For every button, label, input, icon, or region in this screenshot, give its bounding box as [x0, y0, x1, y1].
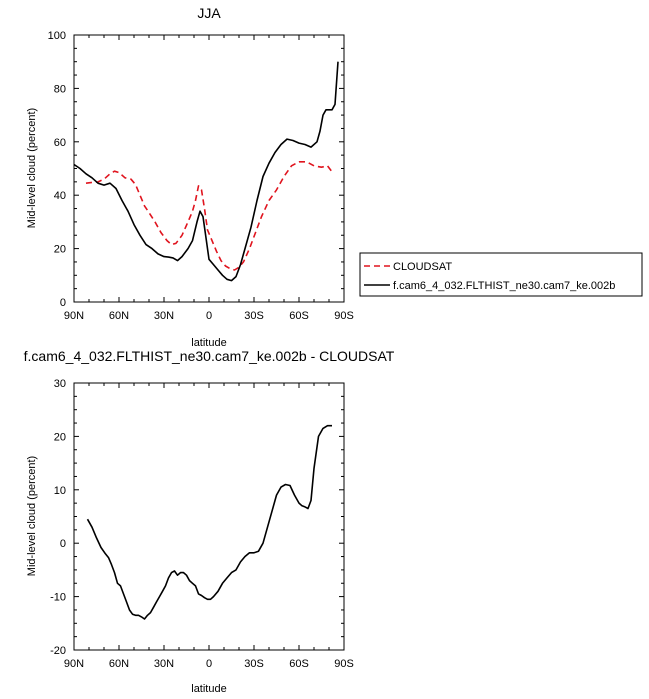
top-chart: JJA 90N 60N 30N 0 30S 60S 90S 0 20 40 60 80 100 lat… — [26, 5, 354, 349]
bottom-x-ticks: 90N 60N 30N 0 30S 60S 90S — [64, 383, 354, 670]
bottom-y-axis-label: Mid-level cloud (percent) — [26, 456, 38, 576]
x-tick-label: 30S — [244, 310, 264, 322]
bottom-plot-area — [86, 424, 332, 620]
legend: CLOUDSAT f.cam6_4_032.FLTHIST_ne30.cam7_… — [359, 252, 643, 297]
legend-label-model: f.cam6_4_032.FLTHIST_ne30.cam7_ke.002b — [393, 280, 615, 292]
y-tick-label: 0 — [60, 297, 66, 309]
y-tick-label: 0 — [60, 538, 66, 550]
bottom-x-axis-label: latitude — [191, 683, 226, 695]
legend-label-cloudsat: CLOUDSAT — [393, 261, 452, 273]
x-tick-label: 0 — [206, 658, 212, 670]
y-tick-label: -20 — [50, 645, 66, 657]
top-y-axis-label: Mid-level cloud (percent) — [26, 108, 38, 228]
bottom-chart: f.cam6_4_032.FLTHIST_ne30.cam7_ke.002b -… — [24, 348, 395, 695]
y-tick-label: 20 — [54, 431, 66, 443]
y-tick-label: 60 — [54, 137, 66, 149]
y-tick-label: 30 — [54, 378, 66, 390]
x-tick-label: 90S — [334, 658, 354, 670]
x-tick-label: 30S — [244, 658, 264, 670]
bottom-y-ticks: -20 -10 0 10 20 30 — [50, 378, 344, 657]
top-series-line-model — [73, 61, 339, 282]
x-tick-label: 60S — [289, 658, 309, 670]
x-tick-label: 30N — [154, 310, 174, 322]
x-tick-label: 60N — [109, 310, 129, 322]
bottom-plot-frame — [73, 382, 345, 651]
x-tick-label: 0 — [206, 310, 212, 322]
x-tick-label: 60N — [109, 658, 129, 670]
x-tick-label: 30N — [154, 658, 174, 670]
top-chart-title: JJA — [197, 5, 221, 21]
x-tick-label: 90N — [64, 310, 84, 322]
x-tick-label: 90N — [64, 658, 84, 670]
y-tick-label: 10 — [54, 485, 66, 497]
top-plot-area — [73, 61, 339, 282]
top-x-axis-label: latitude — [191, 337, 226, 349]
legend-box — [359, 252, 643, 297]
top-series-line-cloudsat — [85, 161, 335, 271]
top-x-ticks: 90N 60N 30N 0 30S 60S 90S — [64, 35, 354, 322]
x-tick-label: 60S — [289, 310, 309, 322]
y-tick-label: 100 — [48, 30, 66, 42]
x-tick-label: 90S — [334, 310, 354, 322]
top-y-ticks: 0 20 40 60 80 100 — [48, 30, 344, 309]
bottom-series-line-difference — [86, 424, 332, 620]
y-tick-label: 20 — [54, 244, 66, 256]
y-tick-label: 40 — [54, 190, 66, 202]
bottom-chart-title: f.cam6_4_032.FLTHIST_ne30.cam7_ke.002b -… — [24, 348, 395, 364]
y-tick-label: 80 — [54, 83, 66, 95]
y-tick-label: -10 — [50, 592, 66, 604]
top-plot-frame — [73, 34, 345, 303]
